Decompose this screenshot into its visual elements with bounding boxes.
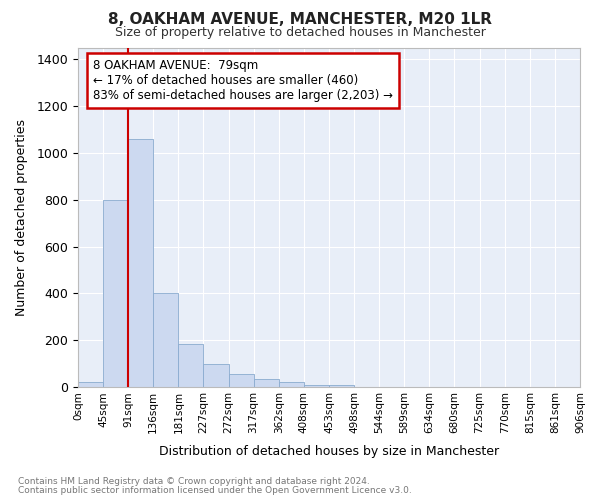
Bar [304,385,329,387]
Bar [329,385,354,387]
Bar [78,382,103,387]
Bar [279,382,304,387]
Bar [254,379,279,387]
X-axis label: Distribution of detached houses by size in Manchester: Distribution of detached houses by size … [159,444,499,458]
Text: 8, OAKHAM AVENUE, MANCHESTER, M20 1LR: 8, OAKHAM AVENUE, MANCHESTER, M20 1LR [108,12,492,28]
Bar [178,344,203,387]
Bar [153,294,178,387]
Bar [103,200,128,387]
Bar [203,364,229,387]
Text: Contains public sector information licensed under the Open Government Licence v3: Contains public sector information licen… [18,486,412,495]
Text: Size of property relative to detached houses in Manchester: Size of property relative to detached ho… [115,26,485,39]
Text: Contains HM Land Registry data © Crown copyright and database right 2024.: Contains HM Land Registry data © Crown c… [18,477,370,486]
Text: 8 OAKHAM AVENUE:  79sqm
← 17% of detached houses are smaller (460)
83% of semi-d: 8 OAKHAM AVENUE: 79sqm ← 17% of detached… [93,60,393,102]
Bar [128,139,153,387]
Y-axis label: Number of detached properties: Number of detached properties [15,119,28,316]
Bar [229,374,254,387]
